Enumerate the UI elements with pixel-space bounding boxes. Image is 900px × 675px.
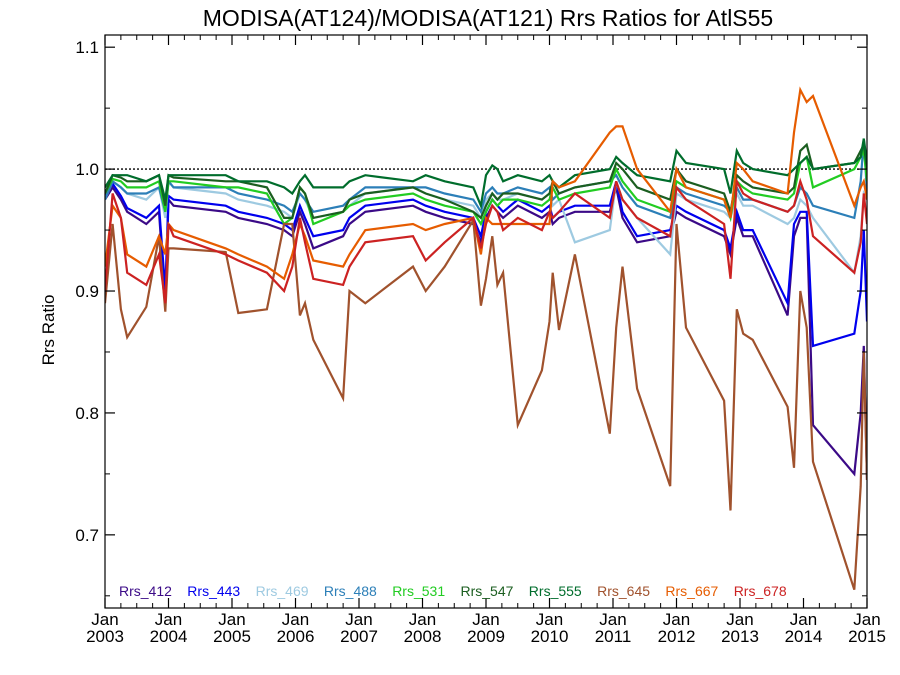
x-tick-month-label: Jan (218, 610, 245, 629)
x-tick-year-label: 2015 (848, 627, 886, 646)
legend-item-rrs-667: Rrs_667 (665, 583, 718, 599)
legend-item-rrs-531: Rrs_531 (392, 583, 445, 599)
legend-item-rrs-412: Rrs_412 (119, 583, 172, 599)
series-line-rrs-412 (105, 185, 867, 481)
plot-frame (104, 34, 868, 609)
x-tick-month-label: Jan (599, 610, 626, 629)
x-tick-month-label: Jan (345, 610, 372, 629)
x-tick-year-label: 2013 (721, 627, 759, 646)
x-tick-month-label: Jan (663, 610, 690, 629)
x-tick-year-label: 2004 (150, 627, 188, 646)
y-tick-label: 1.0 (75, 160, 99, 179)
x-tick-month-label: Jan (790, 610, 817, 629)
y-axis-label: Rrs Ratio (39, 295, 58, 366)
x-tick-year-label: 2009 (467, 627, 505, 646)
x-tick-year-label: 2011 (595, 627, 632, 646)
x-tick-year-label: 2014 (785, 627, 823, 646)
x-tick-month-label: Jan (155, 610, 182, 629)
series-line-rrs-469 (105, 178, 867, 276)
legend-item-rrs-547: Rrs_547 (461, 583, 514, 599)
series-line-rrs-531 (105, 146, 867, 227)
x-tick-year-label: 2003 (86, 627, 124, 646)
y-tick-label: 0.8 (75, 404, 99, 423)
x-tick-month-label: Jan (282, 610, 309, 629)
y-tick-label: 1.1 (75, 38, 99, 57)
x-tick-year-label: 2007 (340, 627, 378, 646)
x-tick-month-label: Jan (472, 610, 499, 629)
legend-item-rrs-645: Rrs_645 (597, 583, 650, 599)
series-line-rrs-645 (105, 216, 867, 591)
x-tick-year-label: 2012 (658, 627, 696, 646)
series-line-rrs-443 (105, 181, 867, 348)
legend-item-rrs-488: Rrs_488 (324, 583, 377, 599)
x-tick-year-label: 2006 (277, 627, 315, 646)
y-tick-label: 0.9 (75, 282, 99, 301)
y-tick-label: 0.7 (75, 526, 99, 545)
x-tick-year-label: 2008 (404, 627, 442, 646)
x-tick-month-label: Jan (409, 610, 436, 629)
legend-item-rrs-555: Rrs_555 (529, 583, 582, 599)
x-tick-month-label: Jan (726, 610, 753, 629)
series-line-rrs-555 (105, 138, 867, 210)
series-line-rrs-547 (105, 141, 867, 220)
series-line-rrs-678 (105, 177, 867, 304)
legend-item-rrs-443: Rrs_443 (187, 583, 240, 599)
legend-item-rrs-678: Rrs_678 (734, 583, 787, 599)
legend-item-rrs-469: Rrs_469 (256, 583, 309, 599)
x-tick-month-label: Jan (91, 610, 118, 629)
chart-title: MODISA(AT124)/MODISA(AT121) Rrs Ratios f… (203, 5, 773, 31)
x-tick-year-label: 2010 (531, 627, 569, 646)
x-tick-year-label: 2005 (213, 627, 251, 646)
x-tick-month-label: Jan (853, 610, 880, 629)
x-tick-month-label: Jan (536, 610, 563, 629)
